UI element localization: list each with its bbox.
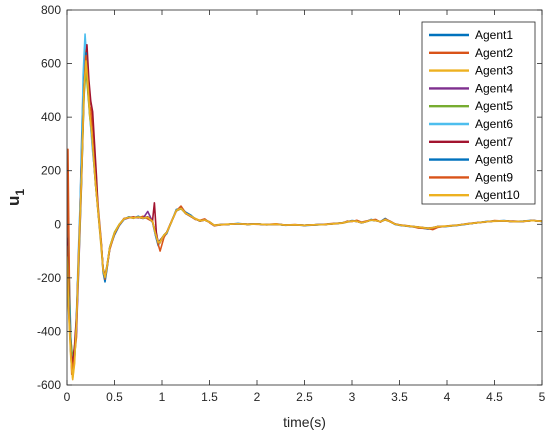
series-layer bbox=[67, 33, 542, 381]
series-line-agent10 bbox=[67, 60, 542, 380]
y-tick-labels: -600 -400 -200 0 200 400 600 800 bbox=[37, 3, 61, 392]
y-tick-label: -400 bbox=[37, 324, 61, 338]
x-tick-label: 2.5 bbox=[296, 390, 313, 404]
y-tick-label: -600 bbox=[37, 378, 61, 392]
y-tick-label: 400 bbox=[41, 110, 61, 124]
x-tick-label: 5 bbox=[539, 390, 546, 404]
legend-label-agent4: Agent4 bbox=[475, 81, 513, 95]
x-tick-label: 3 bbox=[349, 390, 356, 404]
legend-label-agent2: Agent2 bbox=[475, 46, 513, 60]
legend: Agent1 Agent2 Agent3 Agent4 Agent5 Agent6 Agen… bbox=[421, 21, 536, 205]
y-tick-label: 0 bbox=[54, 217, 61, 231]
x-tick-label: 4 bbox=[444, 390, 451, 404]
legend-label-agent3: Agent3 bbox=[475, 64, 513, 78]
x-tick-label: 1.5 bbox=[201, 390, 218, 404]
legend-label-agent10: Agent10 bbox=[475, 188, 520, 202]
x-tick-labels: 0 0.5 1 1.5 2 2.5 3 3.5 4 4.5 5 bbox=[64, 390, 546, 404]
x-axis-label: time(s) bbox=[283, 414, 326, 430]
legend-label-agent9: Agent9 bbox=[475, 170, 513, 184]
y-tick-label: 800 bbox=[41, 3, 61, 17]
y-tick-label: -200 bbox=[37, 271, 61, 285]
x-tick-label: 2 bbox=[254, 390, 261, 404]
y-axis-label-main: u bbox=[4, 196, 23, 206]
x-tick-label: 1 bbox=[159, 390, 166, 404]
legend-label-agent8: Agent8 bbox=[475, 153, 513, 167]
x-tick-label: 3.5 bbox=[391, 390, 408, 404]
legend-label-agent1: Agent1 bbox=[475, 28, 513, 42]
x-tick-label: 4.5 bbox=[486, 390, 503, 404]
y-tick-label: 200 bbox=[41, 164, 61, 178]
x-tick-label: 0.5 bbox=[106, 390, 123, 404]
legend-label-agent5: Agent5 bbox=[475, 99, 513, 113]
x-tick-label: 0 bbox=[64, 390, 71, 404]
y-axis-label-subscript: 1 bbox=[13, 189, 27, 196]
legend-label-agent7: Agent7 bbox=[475, 135, 513, 149]
legend-label-agent6: Agent6 bbox=[475, 117, 513, 131]
ticks-layer bbox=[66, 9, 543, 386]
y-axis-label: u1 bbox=[4, 189, 27, 206]
y-tick-label: 600 bbox=[41, 57, 61, 71]
